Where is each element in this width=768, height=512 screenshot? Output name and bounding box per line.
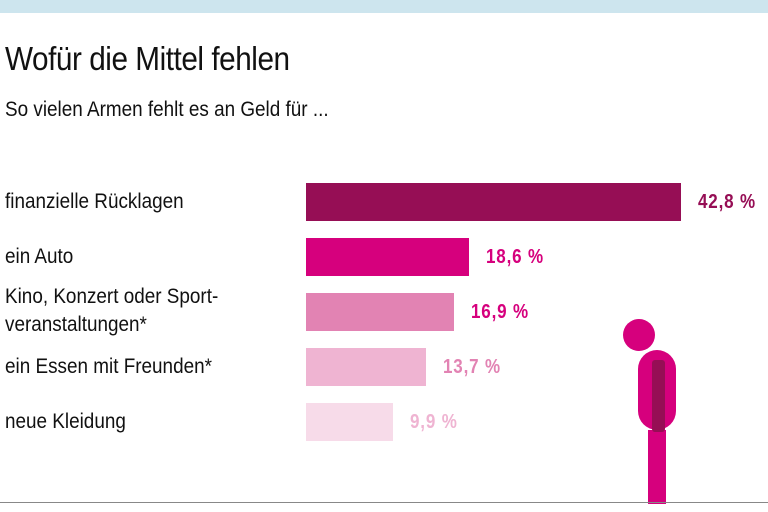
category-label: neue Kleidung: [5, 410, 126, 433]
bar: [306, 293, 455, 331]
baseline: [0, 502, 768, 503]
stooped-person-icon: [623, 319, 676, 504]
category-label: ein Essen mit Freunden*: [5, 355, 212, 378]
bar: [306, 403, 393, 441]
bar: [306, 348, 427, 386]
bar: [306, 238, 469, 276]
chart-title: Wofür die Mittel fehlen: [5, 40, 290, 77]
value-label: 9,9 %: [409, 411, 458, 433]
bar: [306, 183, 681, 221]
value-label: 16,9 %: [471, 301, 530, 323]
chart-subtitle: So vielen Armen fehlt es an Geld für ...: [5, 98, 329, 121]
value-label: 13,7 %: [443, 356, 502, 378]
value-label: 18,6 %: [485, 246, 544, 268]
value-label: 42,8 %: [698, 191, 757, 213]
category-label: finanzielle Rücklagen: [5, 190, 184, 213]
category-label: ein Auto: [5, 245, 74, 268]
category-label: Kino, Konzert oder Sport- veranstaltunge…: [5, 285, 219, 336]
top-strip: [0, 0, 768, 13]
